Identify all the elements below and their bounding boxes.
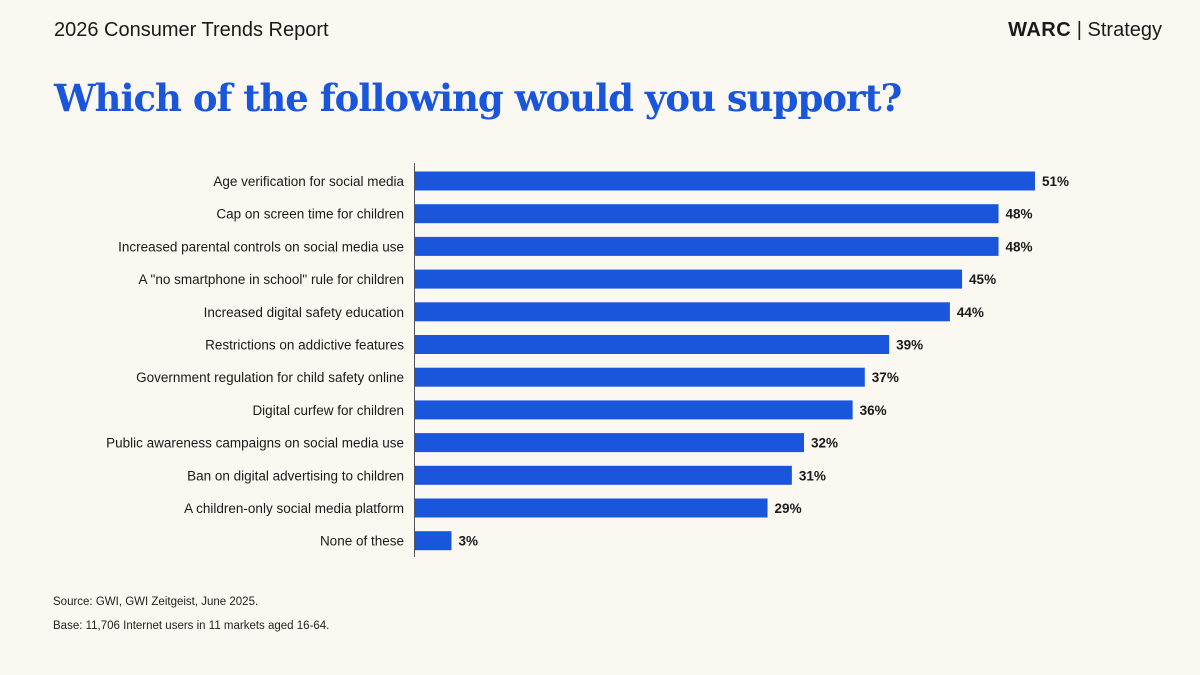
data-label: 3% [458, 534, 478, 549]
category-label: Government regulation for child safety o… [136, 370, 404, 385]
data-label: 32% [811, 436, 838, 451]
source-note: Source: GWI, GWI Zeitgeist, June 2025. [53, 596, 259, 608]
bar [415, 204, 999, 224]
report-title: 2026 Consumer Trends Report [54, 19, 329, 41]
data-label: 37% [872, 370, 899, 385]
data-label: 36% [860, 403, 887, 418]
bar [415, 302, 950, 322]
base-note: Base: 11,706 Internet users in 11 market… [53, 620, 330, 632]
bar [415, 367, 865, 387]
bar [415, 335, 890, 354]
bar [415, 400, 853, 420]
category-label: Increased digital safety education [204, 305, 404, 320]
bar [415, 171, 1035, 191]
data-label: 29% [775, 501, 802, 516]
bar [415, 531, 452, 551]
brand-logo: WARC | Strategy [1008, 19, 1162, 41]
bar [415, 433, 805, 453]
data-label: 48% [1006, 239, 1033, 254]
data-label: 45% [969, 272, 996, 287]
category-label: Restrictions on addictive features [205, 338, 404, 353]
data-label: 48% [1006, 207, 1033, 222]
brand-name: WARC [1008, 19, 1072, 41]
data-label: 31% [799, 468, 826, 483]
category-label: Cap on screen time for children [216, 207, 404, 222]
bar [415, 236, 999, 256]
category-label: Age verification for social media [213, 174, 404, 189]
data-label: 39% [896, 338, 923, 353]
category-label: Ban on digital advertising to children [187, 468, 404, 483]
category-label: Public awareness campaigns on social med… [106, 436, 404, 451]
bar [415, 269, 963, 289]
category-label: A "no smartphone in school" rule for chi… [139, 272, 404, 287]
category-label: Increased parental controls on social me… [118, 239, 404, 254]
chart-title: Which of the following would you support… [54, 76, 902, 120]
bar [415, 465, 792, 485]
category-label: None of these [320, 534, 404, 549]
category-label: Digital curfew for children [252, 403, 404, 418]
category-label: A children-only social media platform [184, 501, 404, 516]
data-label: 44% [957, 305, 984, 320]
bar [415, 498, 768, 518]
data-label: 51% [1042, 174, 1069, 189]
brand-section: Strategy [1087, 19, 1162, 41]
